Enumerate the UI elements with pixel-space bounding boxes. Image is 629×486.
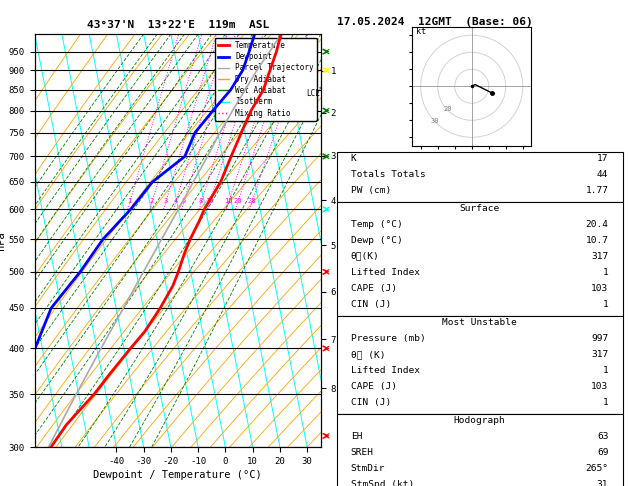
Text: 1.77: 1.77 (586, 186, 608, 195)
Text: Temp (°C): Temp (°C) (351, 220, 403, 229)
Text: 317: 317 (591, 252, 608, 261)
Text: 997: 997 (591, 334, 608, 343)
Text: 63: 63 (597, 432, 608, 441)
Text: 4: 4 (173, 198, 177, 204)
Text: 317: 317 (591, 350, 608, 359)
Text: 20.4: 20.4 (586, 220, 608, 229)
Text: θᴇ(K): θᴇ(K) (351, 252, 379, 261)
Text: kt: kt (416, 27, 426, 35)
Text: 8: 8 (199, 198, 203, 204)
Text: CAPE (J): CAPE (J) (351, 382, 397, 391)
Text: Most Unstable: Most Unstable (442, 318, 517, 327)
Text: 17.05.2024  12GMT  (Base: 06): 17.05.2024 12GMT (Base: 06) (337, 17, 532, 27)
Text: 1: 1 (603, 366, 608, 375)
Text: 103: 103 (591, 382, 608, 391)
Text: 69: 69 (597, 448, 608, 457)
Text: 265°: 265° (586, 464, 608, 473)
Text: 17: 17 (597, 154, 608, 163)
Text: 1: 1 (603, 300, 608, 309)
Text: Totals Totals: Totals Totals (351, 170, 426, 179)
Text: LCL: LCL (306, 88, 320, 98)
Text: CAPE (J): CAPE (J) (351, 284, 397, 293)
Text: Lifted Index: Lifted Index (351, 268, 420, 277)
Text: 30: 30 (431, 118, 439, 124)
Text: 1: 1 (127, 198, 131, 204)
Text: Hodograph: Hodograph (454, 416, 506, 425)
X-axis label: Dewpoint / Temperature (°C): Dewpoint / Temperature (°C) (93, 470, 262, 480)
Text: EH: EH (351, 432, 362, 441)
Text: Surface: Surface (460, 204, 499, 213)
Text: 103: 103 (591, 284, 608, 293)
Text: 31: 31 (597, 480, 608, 486)
Text: 1: 1 (603, 398, 608, 407)
Text: 44: 44 (597, 170, 608, 179)
Text: 28: 28 (247, 198, 256, 204)
Y-axis label: hPa: hPa (0, 231, 6, 250)
Text: 5: 5 (181, 198, 186, 204)
Text: © weatheronline.co.uk: © weatheronline.co.uk (343, 468, 455, 477)
Legend: Temperature, Dewpoint, Parcel Trajectory, Dry Adiabat, Wet Adiabat, Isotherm, Mi: Temperature, Dewpoint, Parcel Trajectory… (214, 38, 317, 121)
Text: θᴇ (K): θᴇ (K) (351, 350, 386, 359)
Text: SREH: SREH (351, 448, 374, 457)
Text: CIN (J): CIN (J) (351, 398, 391, 407)
Text: K: K (351, 154, 357, 163)
Text: 1: 1 (603, 268, 608, 277)
Text: 16: 16 (224, 198, 233, 204)
Text: StmSpd (kt): StmSpd (kt) (351, 480, 414, 486)
Text: 2: 2 (150, 198, 153, 204)
Text: 10: 10 (205, 198, 214, 204)
Text: 3: 3 (163, 198, 167, 204)
Text: Pressure (mb): Pressure (mb) (351, 334, 426, 343)
Text: 10.7: 10.7 (586, 236, 608, 245)
Text: StmDir: StmDir (351, 464, 386, 473)
Text: CIN (J): CIN (J) (351, 300, 391, 309)
Title: 43°37'N  13°22'E  119m  ASL: 43°37'N 13°22'E 119m ASL (87, 20, 269, 31)
Text: PW (cm): PW (cm) (351, 186, 391, 195)
Text: 20: 20 (233, 198, 242, 204)
Text: Dewp (°C): Dewp (°C) (351, 236, 403, 245)
Y-axis label: km
ASL: km ASL (348, 231, 363, 250)
Text: 20: 20 (443, 106, 452, 112)
Text: Lifted Index: Lifted Index (351, 366, 420, 375)
